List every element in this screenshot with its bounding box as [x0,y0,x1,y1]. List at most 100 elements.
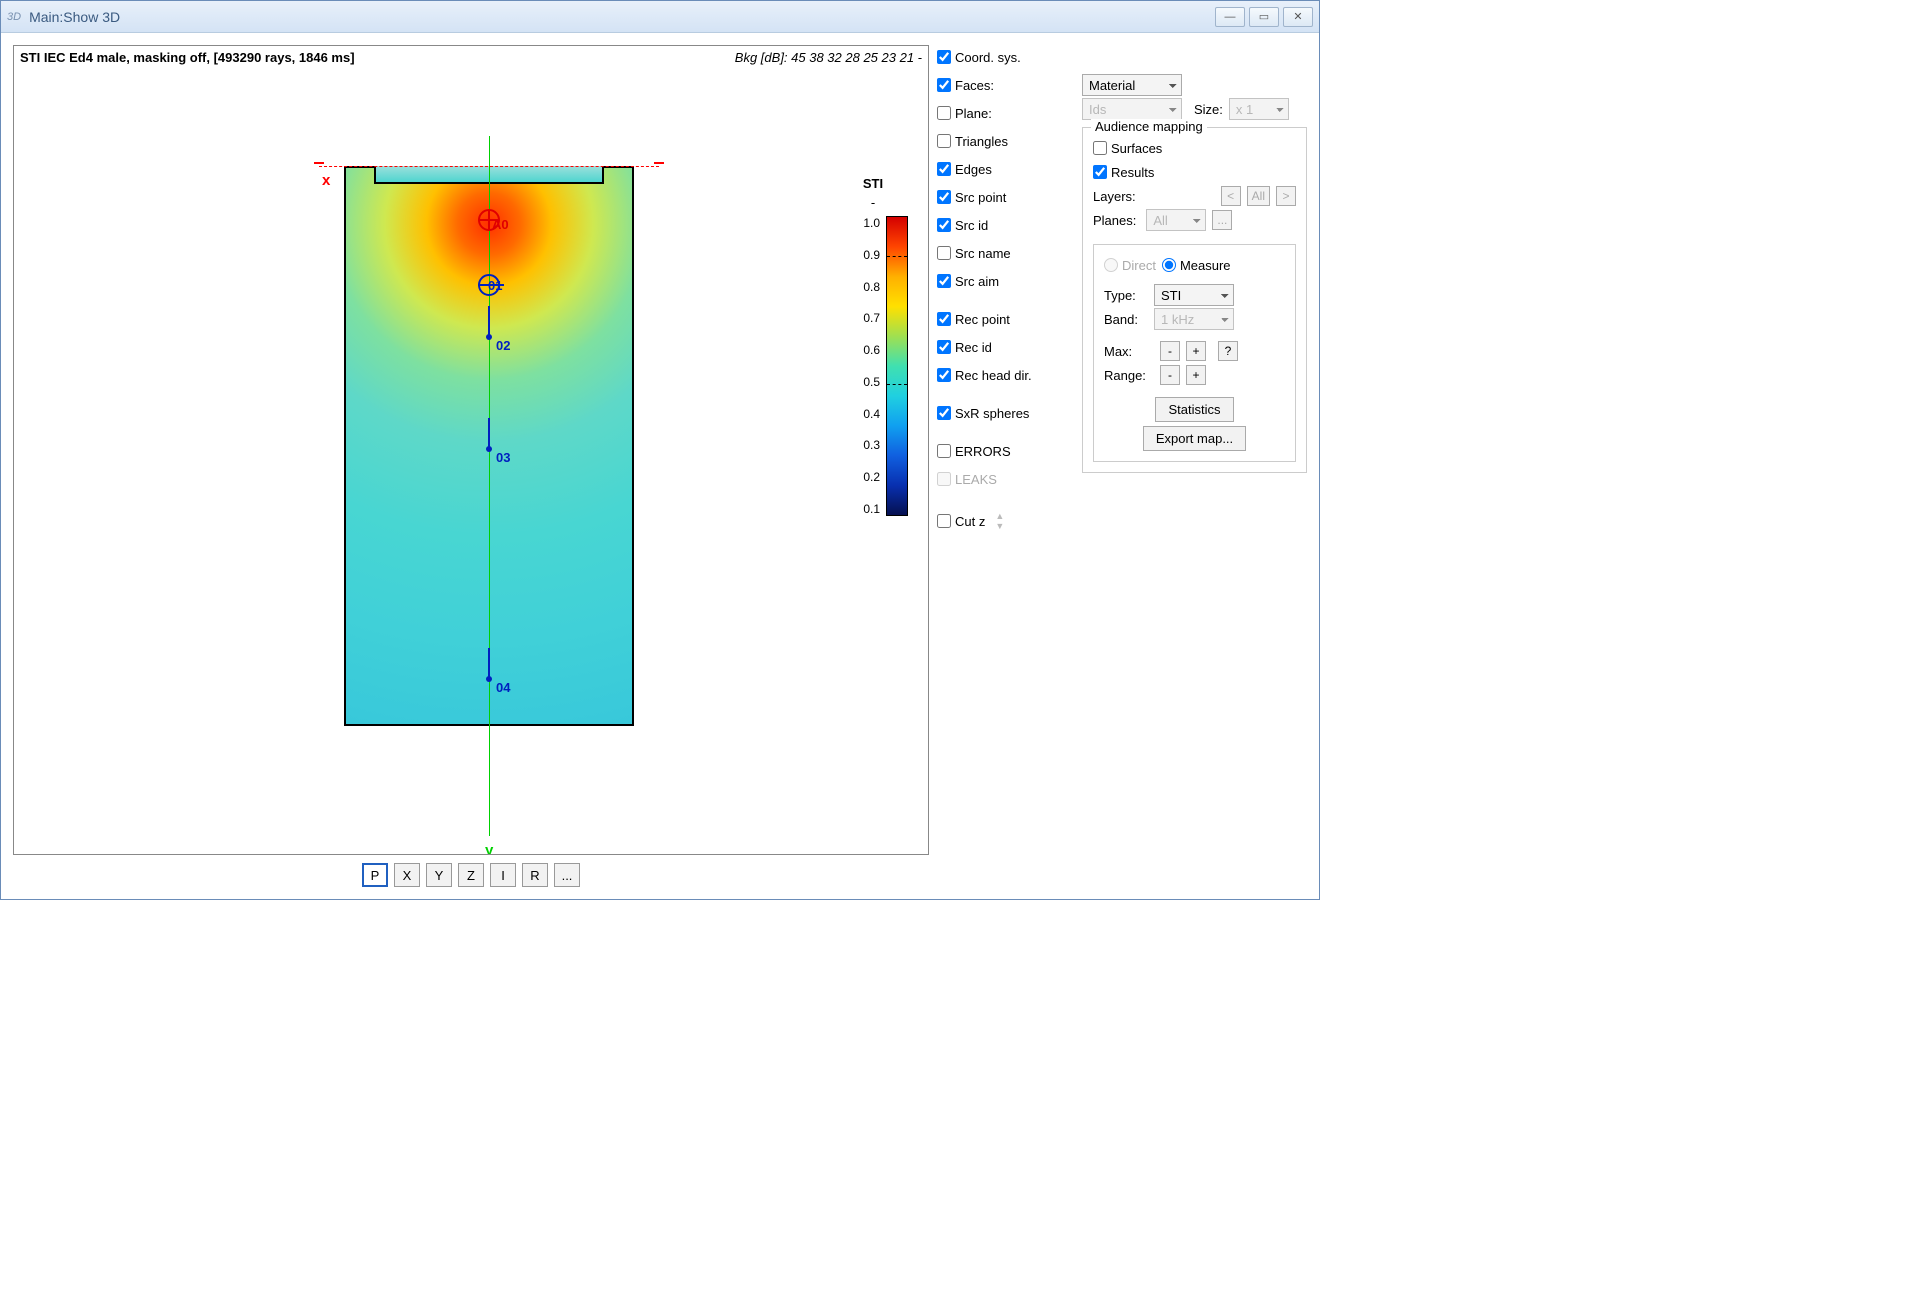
range-minus[interactable]: - [1160,365,1180,385]
color-legend: STI - 1.00.90.80.70.60.50.40.30.20.1 [838,176,908,516]
radio-measure[interactable]: Measure [1162,258,1231,273]
label: SxR spheres [955,406,1029,421]
cutz-spinner[interactable]: ▲▼ [995,512,1004,530]
label: LEAKS [955,472,997,487]
cb-rec-id[interactable]: Rec id [937,335,1072,359]
audience-group: Audience mapping Surfaces Results Layers… [1082,127,1307,473]
view-btn-p[interactable]: P [362,863,388,887]
planes-select: All [1146,209,1206,231]
range-plus[interactable]: + [1186,365,1206,385]
heatmap: x y A001 02 03 04 [214,106,634,826]
layers-next: > [1276,186,1296,206]
view-btn-...[interactable]: ... [554,863,580,887]
label: Faces: [955,78,994,93]
close-button[interactable]: ✕ [1283,7,1313,27]
view-btn-x[interactable]: X [394,863,420,887]
view-buttons-row: PXYZIR... [13,855,929,887]
view-btn-y[interactable]: Y [426,863,452,887]
receiver-label: 04 [496,680,510,695]
label: Src id [955,218,988,233]
window-title: Main:Show 3D [29,9,1215,25]
receiver-dir [488,418,490,448]
receiver-label: 01 [488,278,502,293]
legend-title: STI [838,176,908,191]
label: Rec point [955,312,1010,327]
cb-triangles[interactable]: Triangles [937,129,1072,153]
label: Src aim [955,274,999,289]
axis-y-label: y [485,842,493,855]
layers-label: Layers: [1093,189,1136,204]
max-label: Max: [1104,344,1154,359]
plane-select: Ids [1082,98,1182,120]
planes-label: Planes: [1093,213,1136,228]
help-button[interactable]: ? [1218,341,1238,361]
app-icon: 3D [7,11,21,23]
max-minus[interactable]: - [1160,341,1180,361]
cb-results[interactable]: Results [1093,160,1296,184]
viewport-title: STI IEC Ed4 male, masking off, [493290 r… [20,50,355,65]
label: Direct [1122,258,1156,273]
cb-edges[interactable]: Edges [937,157,1072,181]
label: Triangles [955,134,1008,149]
view-btn-z[interactable]: Z [458,863,484,887]
axis-x-label: x [322,172,330,189]
layers-all: All [1247,186,1270,206]
statistics-button[interactable]: Statistics [1155,397,1233,422]
label: Rec head dir. [955,368,1032,383]
source-label: A0 [492,217,509,232]
faces-select[interactable]: Material [1082,74,1182,96]
cb-rec-point[interactable]: Rec point [937,307,1072,331]
cb-rec-head[interactable]: Rec head dir. [937,363,1072,387]
titlebar[interactable]: 3D Main:Show 3D — ▭ ✕ [1,1,1319,33]
band-select: 1 kHz [1154,308,1234,330]
cb-sxr[interactable]: SxR spheres [937,401,1072,425]
receiver-dir [488,648,490,678]
cb-surfaces[interactable]: Surfaces [1093,136,1296,160]
size-select: x 1 [1229,98,1289,120]
legend-sub: - [838,195,908,210]
cb-cutz[interactable]: Cut z [937,514,985,529]
viewport-3d[interactable]: STI IEC Ed4 male, masking off, [493290 r… [13,45,929,855]
view-btn-r[interactable]: R [522,863,548,887]
cb-src-aim[interactable]: Src aim [937,269,1072,293]
cb-errors[interactable]: ERRORS [937,439,1072,463]
label: Plane: [955,106,992,121]
planes-more: ... [1212,210,1232,230]
label: Src name [955,246,1011,261]
cb-faces[interactable]: Faces: [937,78,994,93]
receiver-dir [488,306,490,336]
max-plus[interactable]: + [1186,341,1206,361]
minimize-button[interactable]: — [1215,7,1245,27]
app-window: 3D Main:Show 3D — ▭ ✕ STI IEC Ed4 male, … [0,0,1320,900]
viewport-bkg: Bkg [dB]: 45 38 32 28 25 23 21 - [735,50,922,65]
label: Results [1111,165,1154,180]
cb-src-id[interactable]: Src id [937,213,1072,237]
label: Cut z [955,514,985,529]
options-panel: Coord. sys. Faces: Plane: Triangles Edge… [937,45,1307,887]
label: Measure [1180,258,1231,273]
view-btn-i[interactable]: I [490,863,516,887]
maximize-button[interactable]: ▭ [1249,7,1279,27]
cb-plane[interactable]: Plane: [937,106,992,121]
group-title: Audience mapping [1091,119,1207,134]
label: ERRORS [955,444,1011,459]
type-label: Type: [1104,288,1148,303]
label: Edges [955,162,992,177]
range-label: Range: [1104,368,1154,383]
cb-src-name[interactable]: Src name [937,241,1072,265]
label: Coord. sys. [955,50,1021,65]
cb-leaks: LEAKS [937,467,1072,491]
radio-direct: Direct [1104,258,1156,273]
size-label: Size: [1194,102,1223,117]
layers-prev: < [1221,186,1241,206]
cb-src-point[interactable]: Src point [937,185,1072,209]
type-select[interactable]: STI [1154,284,1234,306]
cb-coord-sys[interactable]: Coord. sys. [937,45,1307,69]
receiver-label: 03 [496,450,510,465]
measure-group: Direct Measure Type: STI Band: 1 kHz [1093,244,1296,462]
receiver-label: 02 [496,338,510,353]
label: Rec id [955,340,992,355]
label: Surfaces [1111,141,1162,156]
export-button[interactable]: Export map... [1143,426,1246,451]
band-label: Band: [1104,312,1148,327]
